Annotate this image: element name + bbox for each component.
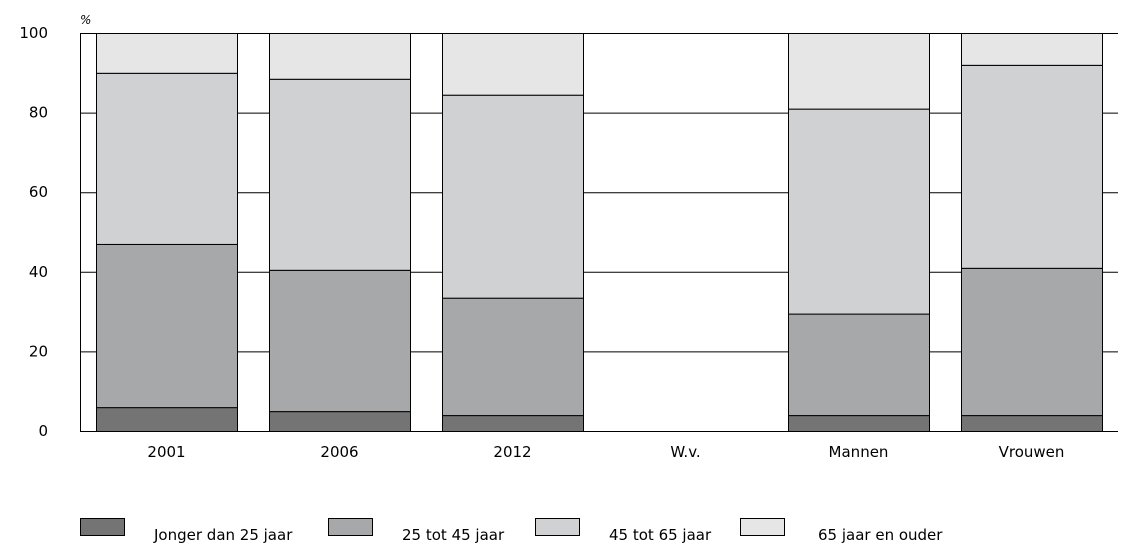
y-tick-label: 0 (38, 422, 48, 440)
bar-segment (269, 411, 411, 433)
bar-segment (442, 297, 584, 417)
bar-segment (961, 33, 1103, 66)
bar-segment (788, 415, 930, 432)
legend: Jonger dan 25 jaar 25 tot 45 jaar 45 tot 6… (80, 518, 943, 544)
x-tick-label: Mannen (829, 443, 889, 461)
y-tick-label: 80 (29, 104, 48, 122)
legend-label: Jonger dan 25 jaar (153, 526, 293, 544)
bar-segment (961, 267, 1103, 417)
y-tick-label: 60 (29, 183, 48, 201)
y-axis-unit: % (80, 13, 91, 27)
bar-segment (269, 33, 411, 80)
y-tick-label: 20 (29, 342, 48, 360)
x-tick-label: 2006 (320, 443, 358, 461)
legend-label: 25 tot 45 jaar (402, 526, 505, 544)
legend-swatch (328, 518, 373, 536)
y-tick-label: 100 (19, 24, 48, 42)
bars (96, 33, 1103, 433)
axes: % 0 20 40 60 80 100 2001 2006 2012 W.v. Mannen Vrou… (19, 13, 1118, 461)
x-tick-label: 2012 (493, 443, 531, 461)
bar-segment (788, 108, 930, 315)
gridlines (80, 33, 1118, 353)
legend-swatch (535, 518, 580, 536)
legend-label: 65 jaar en ouder (818, 526, 943, 544)
legend-swatch (740, 518, 785, 536)
x-tick-label: Vrouwen (999, 443, 1065, 461)
bar-segment (96, 407, 238, 432)
x-tick-label: W.v. (670, 443, 700, 461)
legend-swatch (80, 518, 125, 536)
bar-segment (269, 269, 411, 413)
bar-segment (442, 33, 584, 96)
y-tick-label: 40 (29, 263, 48, 281)
bar-segment (961, 64, 1103, 269)
bar-segment (269, 78, 411, 271)
bar-segment (788, 33, 930, 110)
bar-segment (961, 415, 1103, 432)
legend-label: 45 tot 65 jaar (609, 526, 712, 544)
x-tick-label: 2001 (147, 443, 185, 461)
bar-segment (96, 243, 238, 409)
bar-segment (442, 94, 584, 299)
bar-segment (96, 72, 238, 245)
bar-segment (96, 33, 238, 74)
bar-segment (788, 313, 930, 417)
bar-segment (442, 415, 584, 432)
